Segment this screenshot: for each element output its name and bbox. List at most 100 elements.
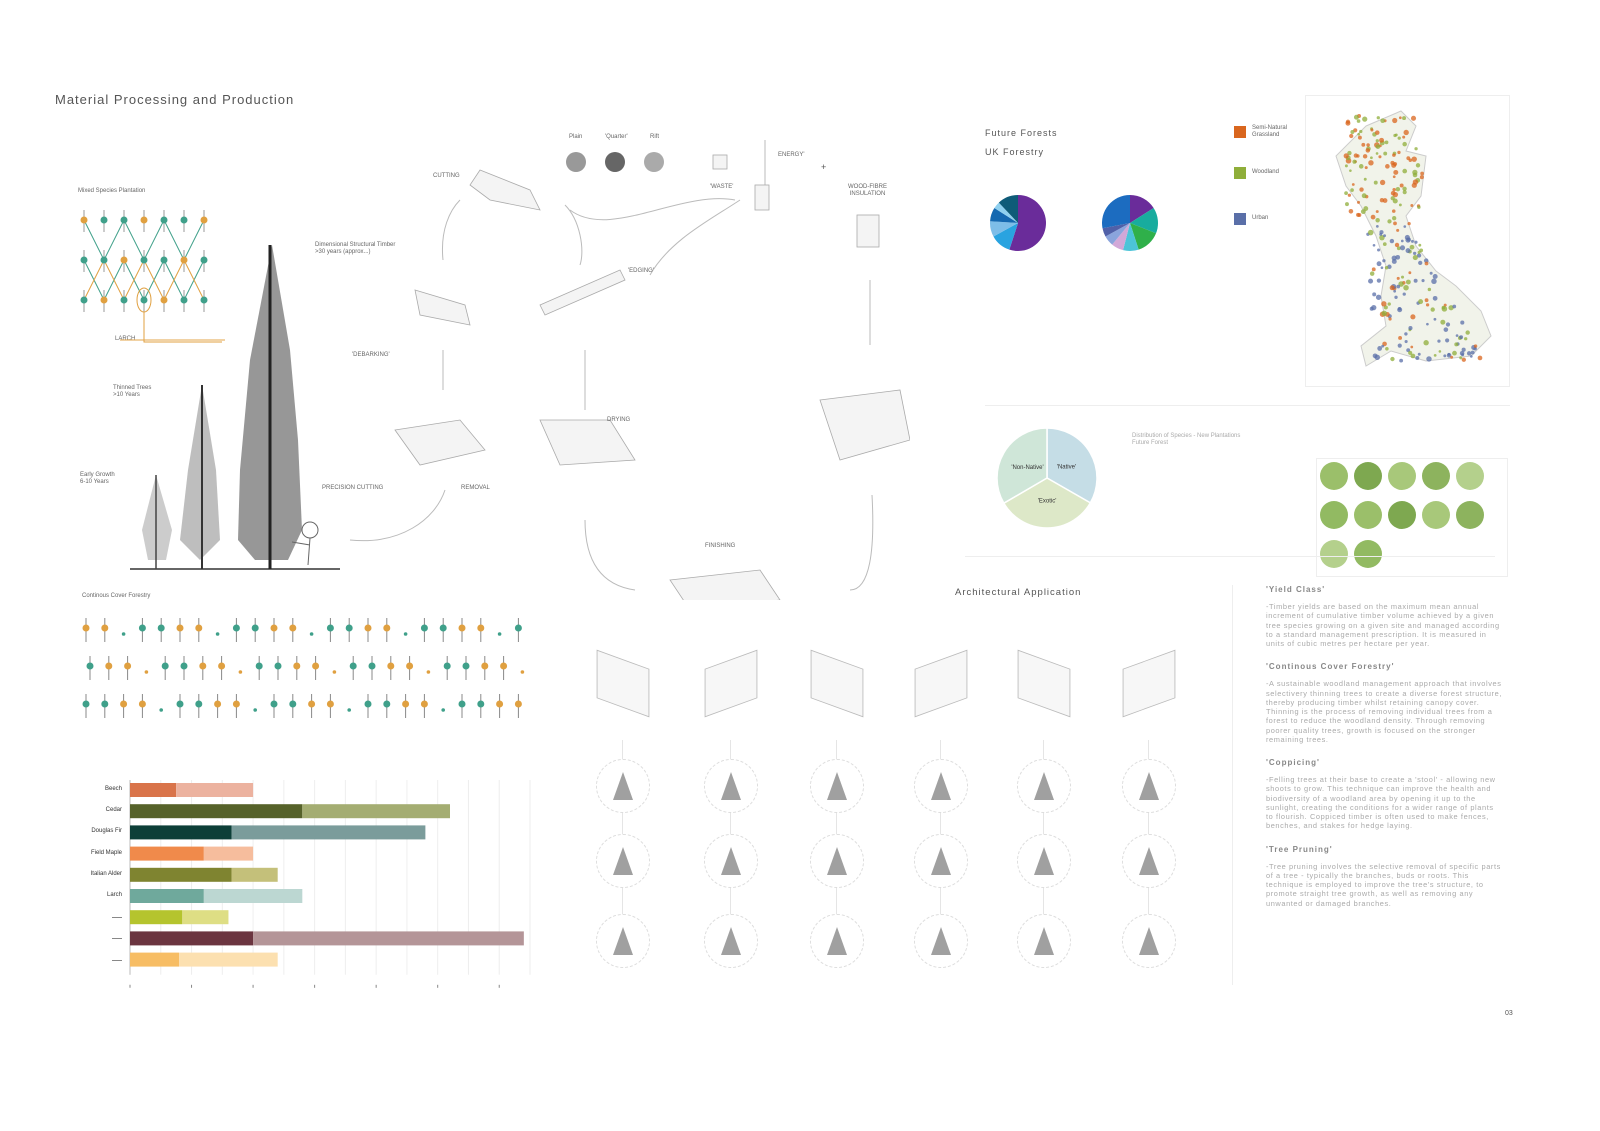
insulation-label: WOOD-FIBRE INSULATION [848,184,887,198]
land-cover-dot [1410,314,1416,320]
land-cover-dot [1385,164,1390,169]
notes-panel: 'Yield Class' -Timber yields are based o… [1266,585,1502,922]
flow-arrow [569,198,736,221]
seedling-dot [332,670,337,674]
land-cover-dot [1380,118,1386,124]
land-cover-dot [1379,179,1386,186]
pie-slice [1130,195,1154,223]
tree-icon [931,772,951,800]
land-cover-dot [1430,307,1435,312]
bar-category-label: Beech [104,786,122,792]
land-cover-dot [1373,180,1378,185]
sapling-icon [120,296,128,304]
land-cover-dot [1347,193,1351,197]
yield-bar-chart [129,780,531,988]
land-cover-dot [1390,190,1396,196]
tree-icon [383,700,391,708]
pie-slice [1009,195,1046,251]
land-cover-dot [1359,187,1364,192]
bar-segment-dark [130,825,232,840]
land-cover-dot [1402,292,1406,296]
land-cover-dot [1375,139,1379,143]
tree-species-node [1122,834,1176,888]
seedling-dot [520,670,525,674]
land-cover-dot [1465,330,1470,335]
tree-icon [406,662,414,670]
seedling-dot [238,670,243,674]
tree-species-node [596,914,650,968]
sapling-icon [160,216,168,224]
land-cover-dot [1406,348,1411,353]
land-cover-dot [1414,240,1418,244]
land-cover-dot [1372,292,1377,297]
tree-icon [214,700,222,708]
land-cover-dot [1370,128,1374,132]
land-cover-dot [1345,202,1349,207]
pie-slice [993,223,1018,250]
tree-icon [387,662,395,670]
tree-icon [1139,847,1159,875]
larch-label: LARCH [115,336,136,342]
land-cover-dot [1400,239,1404,243]
rift-cut-log [644,152,664,172]
tree-canopy-icon [1320,540,1348,568]
drying-kiln-illustration [539,419,636,466]
land-cover-dot [1405,248,1411,254]
building-component-illustration [1017,649,1071,718]
seedling-dot [121,632,126,636]
tree-icon [345,624,353,632]
land-cover-dot [1397,136,1401,140]
tree-icon [312,662,320,670]
land-cover-dot [1392,198,1398,204]
land-cover-dot [1377,248,1381,252]
tree-icon [462,662,470,670]
tree-icon [232,624,240,632]
seedling-dot [403,632,408,636]
land-cover-dot [1371,267,1376,272]
land-cover-dot [1411,239,1414,243]
land-cover-dot [1363,206,1369,211]
ccf-tree-rows [82,618,525,718]
land-cover-dot [1470,350,1475,355]
land-cover-dot [1392,187,1396,192]
tree-icon [721,927,741,955]
sapling-icon [120,256,128,264]
land-cover-dot [1412,255,1418,261]
tree-canopy-icon [1320,462,1348,490]
cutting-machine-illustration [469,169,541,211]
land-cover-dot [1441,305,1446,310]
waste-label: 'WASTE' [710,184,734,190]
land-cover-dot [1423,258,1429,263]
land-cover-dot [1407,221,1411,226]
tree-canopy-icon [1388,462,1416,490]
house-frame-illustration [819,389,910,461]
land-cover-dot [1349,169,1352,172]
land-cover-dot [1395,254,1401,260]
land-cover-dot [1426,322,1429,326]
tree-icon [368,662,376,670]
land-cover-dot [1389,285,1395,291]
land-cover-dot [1418,260,1423,265]
land-cover-dot [1389,238,1395,244]
land-cover-dot [1424,298,1429,303]
ccf-label: Continous Cover Forestry [82,593,151,599]
land-cover-dot [1461,347,1466,352]
flow-arrow [649,199,741,276]
tree-icon [402,700,410,708]
urban-swatch [1234,213,1246,225]
tree-icon [931,847,951,875]
land-cover-dot [1382,259,1386,263]
bar-segment-light [203,846,254,861]
land-cover-dot [1382,242,1387,246]
land-cover-dot [1409,244,1415,250]
land-cover-dot [1378,155,1382,159]
drying-label: DRYING [607,417,631,423]
ccf-text: -A sustainable woodland management appro… [1266,679,1502,744]
land-cover-dot [1402,168,1408,174]
tree-icon [1034,927,1054,955]
land-cover-dot [1383,305,1388,310]
land-cover-dot [1361,193,1367,199]
land-cover-dot [1417,352,1421,356]
land-cover-dot [1396,228,1400,232]
land-cover-dot [1350,129,1355,135]
